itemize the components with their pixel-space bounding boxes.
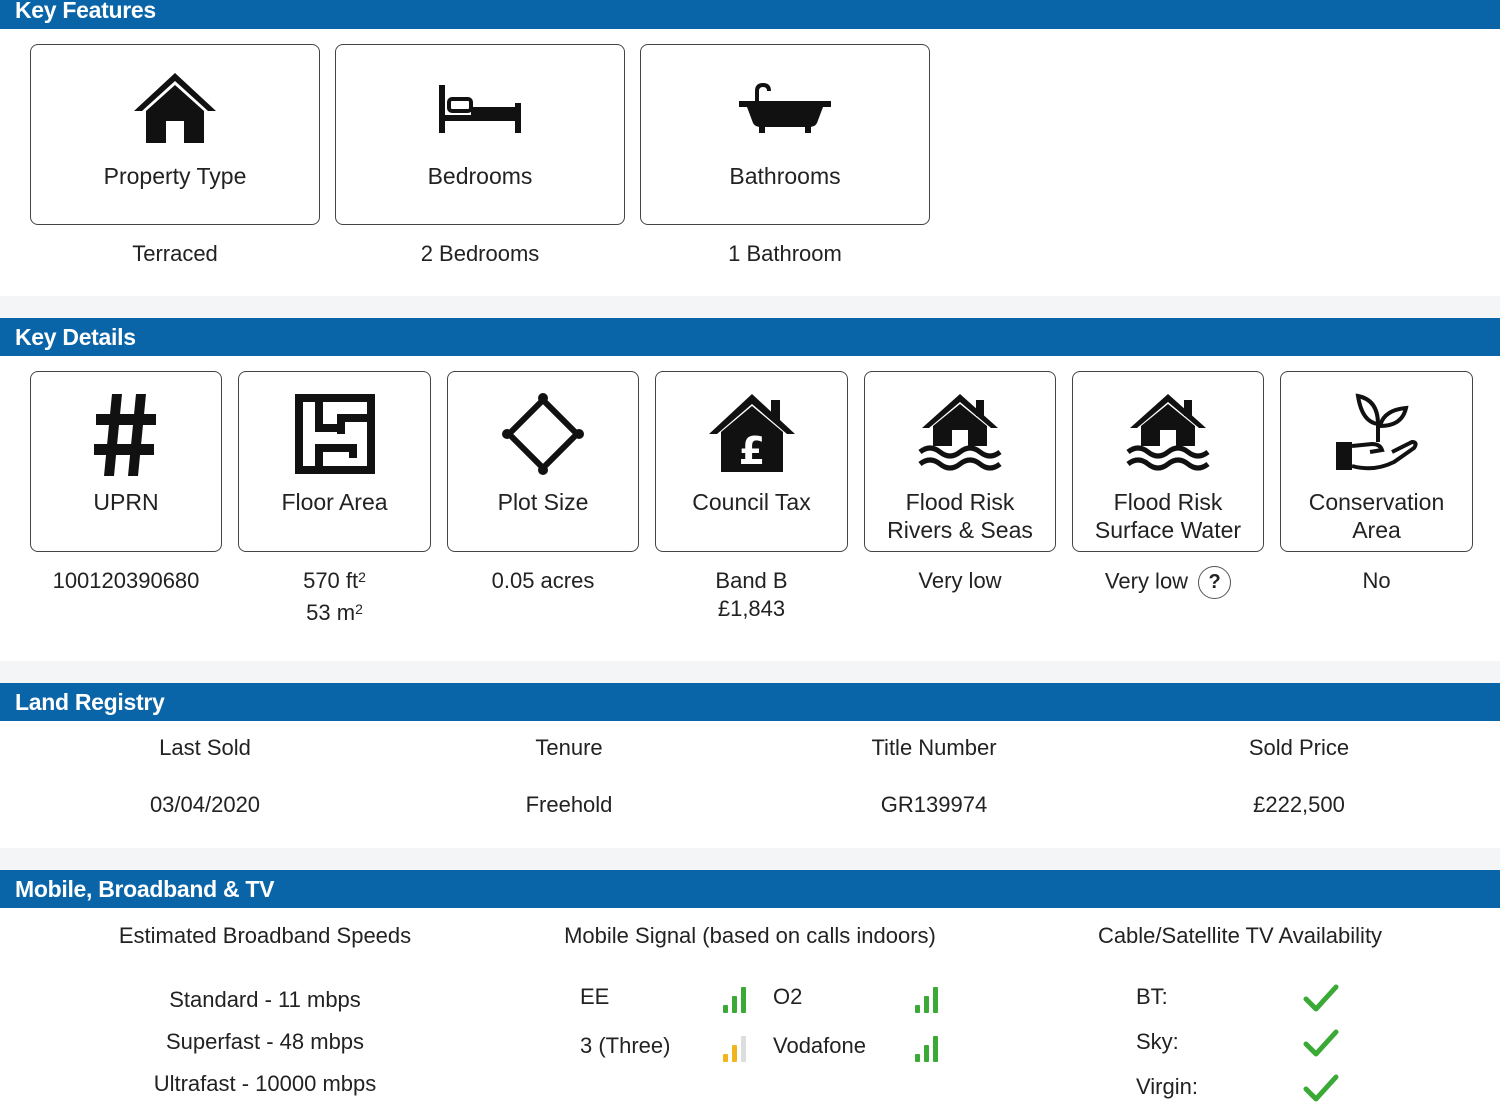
broadband-header: Estimated Broadband Speeds	[118, 923, 412, 948]
signal-bar	[723, 1005, 728, 1013]
council-tax-label: Council Tax	[692, 489, 811, 515]
flood-rivers-card: Flood Risk Rivers & Seas	[864, 371, 1056, 552]
flood-rivers-value: Very low	[918, 568, 1002, 593]
sky-check-icon	[1303, 1029, 1339, 1057]
last-sold-value: 03/04/2020	[149, 792, 261, 817]
flood-house-icon	[918, 394, 1002, 471]
signal-bar	[741, 987, 746, 1013]
floor-area-ft: 570 ft2	[303, 568, 366, 593]
bathrooms-value: 1 Bathroom	[728, 241, 842, 266]
plot-size-value: 0.05 acres	[491, 568, 595, 593]
key-details-header: Key Details	[0, 318, 1500, 356]
virgin-check-icon	[1303, 1074, 1339, 1102]
council-tax-amount: £1,843	[717, 596, 786, 621]
signal-bar	[933, 987, 938, 1013]
bt-check-icon	[1303, 984, 1339, 1012]
signal-bar	[915, 1005, 920, 1013]
floor-area-value: 570 ft2 53 m2	[238, 567, 431, 627]
bathtub-icon	[739, 83, 831, 133]
network-o2-label: O2	[773, 984, 803, 1009]
uprn-value: 100120390680	[52, 568, 200, 593]
sold-price-header: Sold Price	[1248, 735, 1350, 760]
section-gap	[0, 848, 1500, 870]
last-sold-header: Last Sold	[159, 735, 251, 760]
uprn-label: UPRN	[93, 489, 159, 515]
sold-price-value: £222,500	[1253, 792, 1345, 817]
floor-area-m: 53 m2	[306, 600, 363, 625]
house-pound-icon: £	[708, 394, 795, 473]
property-type-value: Terraced	[132, 241, 218, 266]
tv-virgin-label: Virgin:	[1136, 1074, 1198, 1099]
title-number-value: GR139974	[880, 792, 988, 817]
floor-area-label: Floor Area	[281, 489, 388, 515]
conservation-label: Conservation Area	[1308, 489, 1445, 543]
flood-surface-value: Very low?	[1072, 566, 1264, 599]
signal-bars-ee	[719, 985, 749, 1013]
bedrooms-value: 2 Bedrooms	[420, 241, 540, 266]
key-features-header: Key Features	[0, 0, 1500, 29]
section-gap	[0, 296, 1500, 318]
tenure-header: Tenure	[535, 735, 603, 760]
signal-bar	[741, 1036, 746, 1062]
tv-availability-header: Cable/Satellite TV Availability	[1097, 923, 1383, 948]
council-tax-card: £ Council Tax	[655, 371, 848, 552]
network-ee-label: EE	[580, 984, 610, 1009]
flood-surface-card: Flood Risk Surface Water	[1072, 371, 1264, 552]
section-gap	[0, 661, 1500, 683]
plot-size-card: Plot Size	[447, 371, 639, 552]
flood-rivers-label: Flood Risk Rivers & Seas	[887, 489, 1033, 543]
uprn-card: UPRN	[30, 371, 222, 552]
signal-bar	[924, 996, 929, 1013]
tv-bt-label: BT:	[1136, 984, 1168, 1009]
bathrooms-card: Bathrooms	[640, 44, 930, 225]
signal-bars-vodafone	[911, 1034, 941, 1062]
property-type-card: Property Type	[30, 44, 320, 225]
svg-text:£: £	[738, 429, 764, 473]
land-registry-header: Land Registry	[0, 683, 1500, 721]
bedrooms-label: Bedrooms	[427, 163, 533, 189]
council-tax-value: Band B £1,843	[655, 567, 848, 623]
broadband-ultrafast: Ultrafast - 10000 mbps	[153, 1071, 377, 1096]
plot-diamond-icon	[502, 393, 584, 475]
tenure-value: Freehold	[525, 792, 613, 817]
signal-bar	[915, 1054, 920, 1062]
signal-bars-o2	[911, 985, 941, 1013]
conservation-value: No	[1362, 568, 1391, 593]
flood-surface-label: Flood Risk Surface Water	[1094, 489, 1242, 543]
hash-icon	[94, 394, 156, 476]
signal-bar	[723, 1054, 728, 1062]
signal-bar	[924, 1045, 929, 1062]
floor-area-card: Floor Area	[238, 371, 431, 552]
floor-plan-icon	[294, 394, 375, 474]
house-icon	[134, 73, 216, 143]
council-tax-band: Band B	[715, 568, 788, 593]
signal-bar	[732, 996, 737, 1013]
bedrooms-card: Bedrooms	[335, 44, 625, 225]
broadband-superfast: Superfast - 48 mbps	[165, 1029, 365, 1054]
conservation-card: Conservation Area	[1280, 371, 1473, 552]
network-three-label: 3 (Three)	[580, 1033, 671, 1058]
flood-house-icon	[1126, 394, 1210, 471]
help-question-icon[interactable]: ?	[1198, 566, 1232, 599]
network-vodafone-label: Vodafone	[773, 1033, 866, 1058]
signal-bar	[933, 1036, 938, 1062]
plot-size-label: Plot Size	[497, 489, 589, 515]
property-type-label: Property Type	[103, 163, 247, 189]
signal-bars-three	[719, 1034, 749, 1062]
hand-plant-icon	[1335, 393, 1418, 471]
bathrooms-label: Bathrooms	[729, 163, 841, 189]
signal-bar	[732, 1045, 737, 1062]
bed-icon	[439, 85, 521, 133]
title-number-header: Title Number	[871, 735, 997, 760]
mobile-broadband-tv-header: Mobile, Broadband & TV	[0, 870, 1500, 908]
tv-sky-label: Sky:	[1136, 1029, 1179, 1054]
mobile-signal-header: Mobile Signal (based on calls indoors)	[564, 923, 936, 948]
broadband-standard: Standard - 11 mbps	[169, 987, 361, 1012]
